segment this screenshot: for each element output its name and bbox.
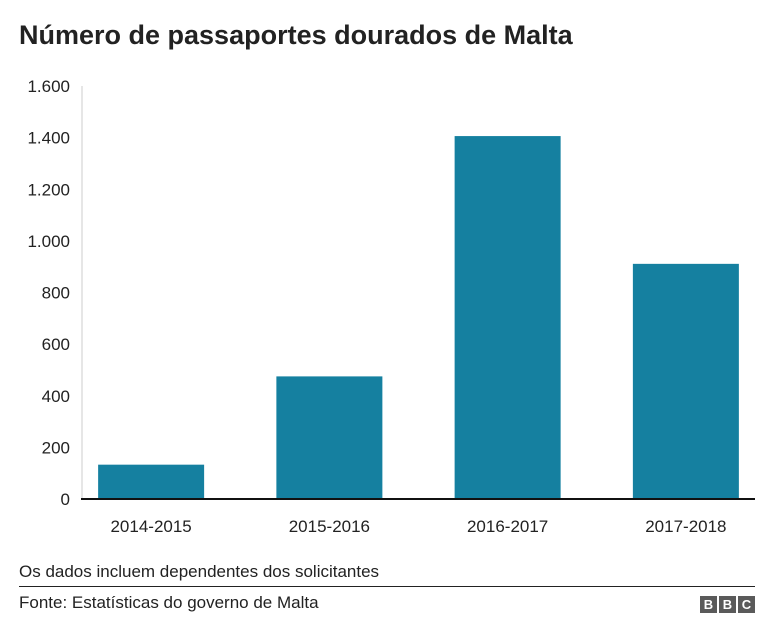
y-tick-label: 1.000 — [27, 232, 70, 251]
x-tick-label: 2014-2015 — [110, 517, 191, 536]
logo-letter: C — [738, 596, 755, 613]
y-tick-label: 0 — [61, 490, 70, 509]
chart-source: Fonte: Estatísticas do governo de Malta — [19, 593, 319, 612]
y-tick-label: 200 — [42, 438, 70, 457]
bar — [98, 464, 205, 499]
bar — [276, 376, 383, 499]
x-tick-label: 2015-2016 — [289, 517, 370, 536]
logo-letter: B — [700, 596, 717, 613]
y-tick-label: 1.600 — [27, 77, 70, 96]
y-tick-label: 1.400 — [27, 129, 70, 148]
bar — [632, 263, 739, 499]
y-tick-label: 1.200 — [27, 180, 70, 199]
x-tick-label: 2017-2018 — [645, 517, 726, 536]
bar — [454, 136, 561, 500]
bar-chart: 0 200 400 600 800 1.000 1.200 1.400 1.600 2014-20… — [27, 77, 755, 536]
y-tick-label: 800 — [42, 284, 70, 303]
y-tick-label: 400 — [42, 387, 70, 406]
y-tick-label: 600 — [42, 335, 70, 354]
bbc-logo: B B C — [700, 596, 755, 613]
chart-note: Os dados incluem dependentes dos solicit… — [19, 562, 380, 581]
chart-title: Número de passaportes dourados de Malta — [19, 20, 573, 50]
divider — [19, 586, 755, 587]
logo-letter: B — [719, 596, 736, 613]
x-tick-label: 2016-2017 — [467, 517, 548, 536]
